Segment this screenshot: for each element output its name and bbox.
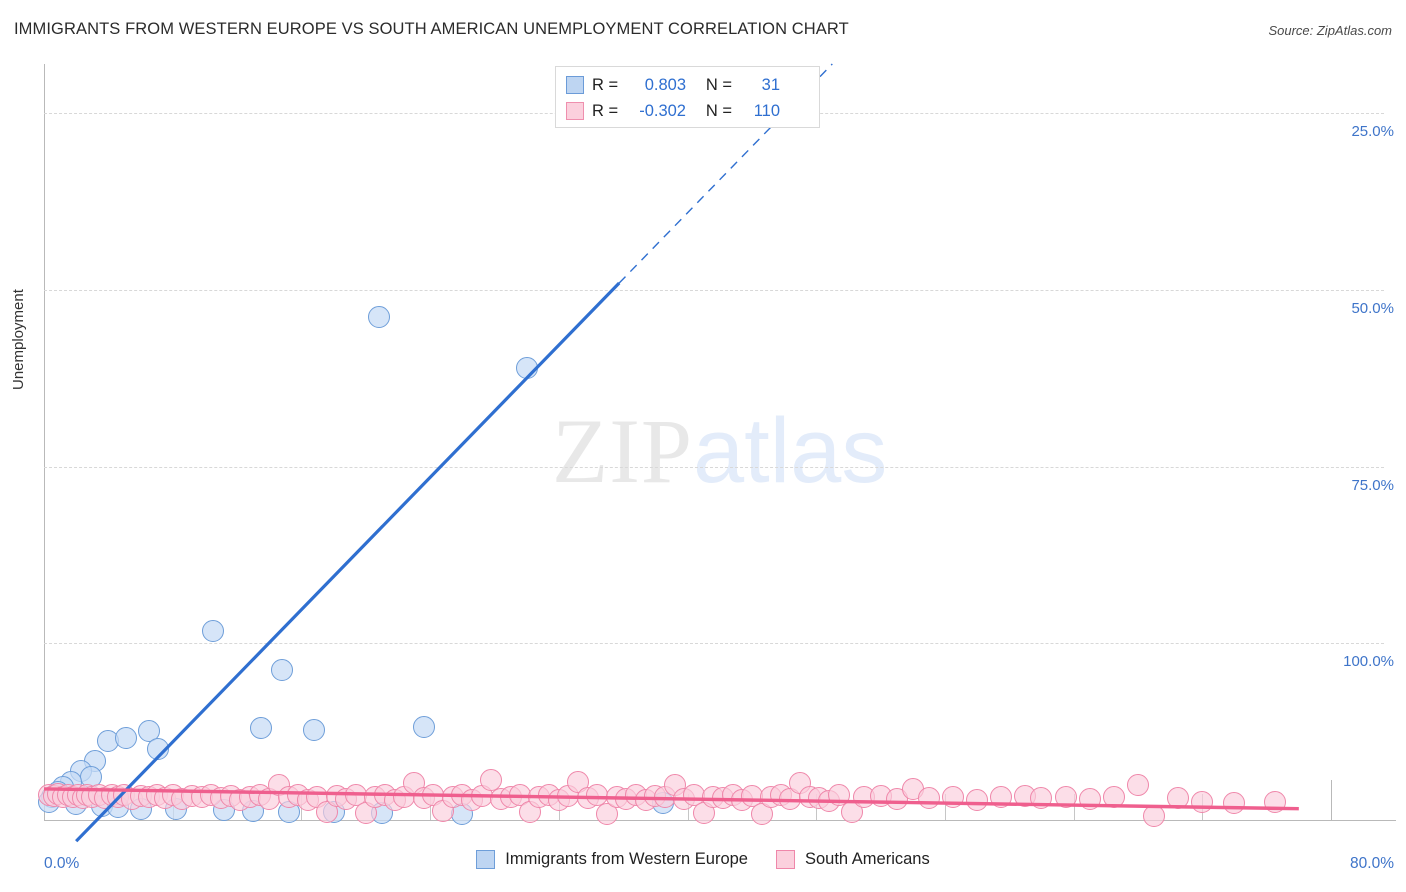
scatter-point-pink[interactable] bbox=[990, 786, 1013, 809]
stats-r-label-blue: R = bbox=[592, 75, 619, 94]
scatter-point-pink[interactable] bbox=[917, 787, 940, 810]
stats-n-label-blue: N = bbox=[705, 75, 732, 94]
scatter-point-pink[interactable] bbox=[966, 789, 989, 812]
y-axis-line bbox=[44, 64, 45, 820]
scatter-point-pink[interactable] bbox=[1191, 790, 1214, 813]
stats-n-value-blue: 31 bbox=[761, 75, 780, 94]
scatter-point-blue[interactable] bbox=[412, 715, 435, 738]
scatter-point-blue[interactable] bbox=[250, 717, 273, 740]
scatter-point-blue[interactable] bbox=[367, 305, 390, 328]
zipatlas-watermark: ZIPatlas bbox=[552, 405, 887, 497]
legend-label-immigrants-western-europe: Immigrants from Western Europe bbox=[505, 850, 748, 868]
correlation-stats-box: R = 0.803 N = 31 R = -0.302 N = 110 bbox=[555, 66, 820, 128]
stats-r-value-pink: -0.302 bbox=[639, 101, 686, 120]
legend-swatch-pink-icon bbox=[775, 850, 795, 869]
y-tick-label: 50.0% bbox=[1351, 300, 1394, 318]
scatter-point-blue[interactable] bbox=[147, 737, 170, 760]
x-axis-min-label: 0.0% bbox=[44, 855, 80, 872]
y-tick-label: 100.0% bbox=[1343, 653, 1394, 671]
scatter-point-blue[interactable] bbox=[115, 727, 138, 750]
stats-n-label-pink: N = bbox=[705, 101, 732, 120]
scatter-point-pink[interactable] bbox=[1223, 792, 1246, 815]
scatter-point-pink[interactable] bbox=[941, 785, 964, 808]
scatter-point-pink[interactable] bbox=[1054, 785, 1077, 808]
y-tick-label: 25.0% bbox=[1351, 123, 1394, 141]
scatter-point-blue[interactable] bbox=[201, 619, 224, 642]
legend-swatch-blue-icon bbox=[476, 850, 496, 869]
scatter-point-pink[interactable] bbox=[1102, 786, 1125, 809]
scatter-point-blue[interactable] bbox=[303, 718, 326, 741]
legend-item-immigrants-western-europe[interactable]: Immigrants from Western Europe bbox=[476, 850, 748, 869]
source-attribution: Source: ZipAtlas.com bbox=[1268, 23, 1392, 38]
page-title: IMMIGRANTS FROM WESTERN EUROPE VS SOUTH … bbox=[14, 20, 849, 38]
x-axis-line bbox=[44, 820, 1396, 821]
scatter-point-pink[interactable] bbox=[1030, 787, 1053, 810]
gridline bbox=[44, 643, 1384, 645]
stats-r-value-blue: 0.803 bbox=[644, 75, 686, 94]
scatter-point-pink[interactable] bbox=[1263, 791, 1286, 814]
scatter-point-pink[interactable] bbox=[1167, 787, 1190, 810]
scatter-point-pink[interactable] bbox=[1126, 773, 1149, 796]
y-axis-title: Unemployment bbox=[10, 289, 27, 390]
stats-swatch-pink-icon bbox=[566, 102, 584, 120]
stats-row-blue: R = 0.803 N = 31 bbox=[566, 72, 809, 98]
watermark-atlas: atlas bbox=[693, 400, 888, 502]
gridline bbox=[44, 290, 1384, 292]
scatter-point-pink[interactable] bbox=[1143, 805, 1166, 828]
stats-r-label-pink: R = bbox=[592, 101, 619, 120]
y-tick-label: 75.0% bbox=[1351, 476, 1394, 494]
watermark-zip: ZIP bbox=[552, 400, 693, 502]
scatter-point-blue[interactable] bbox=[515, 356, 538, 379]
scatter-point-blue[interactable] bbox=[271, 659, 294, 682]
stats-row-pink: R = -0.302 N = 110 bbox=[566, 98, 809, 124]
x-axis-right-cap bbox=[1331, 780, 1332, 820]
gridline bbox=[44, 466, 1384, 468]
legend-label-south-americans: South Americans bbox=[804, 850, 930, 868]
legend-item-south-americans[interactable]: South Americans bbox=[775, 850, 930, 869]
chart-header: IMMIGRANTS FROM WESTERN EUROPE VS SOUTH … bbox=[0, 0, 1406, 56]
x-axis-max-label: 80.0% bbox=[1350, 855, 1394, 872]
stats-n-value-pink: 110 bbox=[753, 101, 780, 120]
scatter-point-pink[interactable] bbox=[1078, 787, 1101, 810]
stats-swatch-blue-icon bbox=[566, 76, 584, 94]
series-legend: Immigrants from Western Europe South Ame… bbox=[0, 850, 1406, 869]
